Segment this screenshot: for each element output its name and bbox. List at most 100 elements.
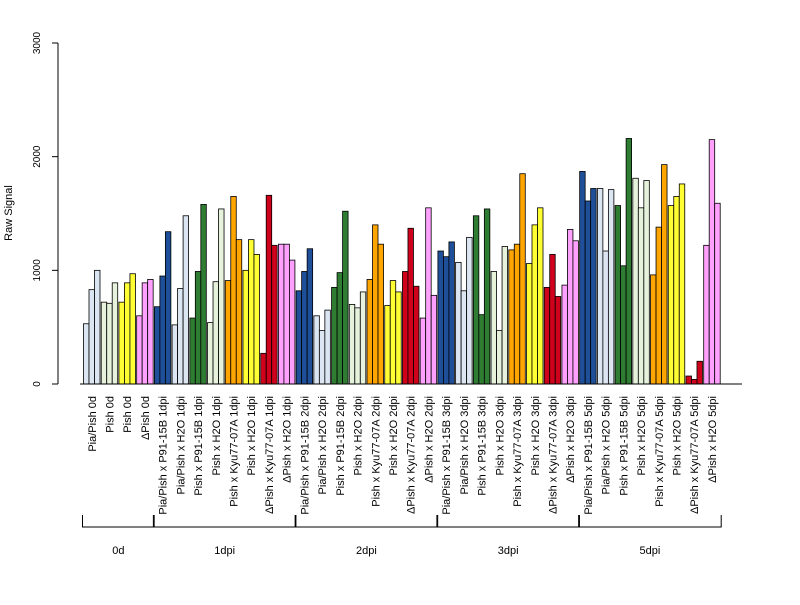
bar [685,375,692,385]
bar [696,360,703,385]
x-tick-label: Pish x H2O 3dpi [494,396,506,475]
bar [637,207,645,385]
bar [212,281,219,385]
group-brackets-layer: 0d 1dpi 2dpi 3dpi 5dpi [82,515,722,557]
x-tick-label: Pish 0d [104,396,116,433]
y-axis-label: Raw Signal [3,185,15,241]
x-tick-label: Pish x H2O 2dpi [388,396,400,475]
bar [301,271,308,385]
x-tick-label: ΔPish x Kyu77-07A 3dpi [547,396,559,514]
bar [483,208,491,385]
bar [118,301,125,385]
x-tick-label: Pish x Kyu77-07A 3dpi [512,396,524,507]
bar [283,243,290,385]
x-tick-label: Pish x P91-15B 5dpi [618,396,630,496]
x-tick-label: Pish x H2O 1dpi [246,396,258,475]
x-tick-label: ΔPish x H2O 5dpi [707,396,719,483]
bar [526,263,533,385]
bar [235,239,243,385]
bar [561,284,568,385]
x-tick-label: Pia/Pish 0d [87,396,99,452]
y-tick-label: 2000 [32,145,43,168]
bar [703,244,710,385]
bar [260,352,267,385]
group-bracket [82,515,155,528]
x-tick-label: ΔPish x Kyu77-07A 2dpi [406,396,418,514]
bar [430,294,438,385]
bar [342,210,349,385]
x-tick-label: Pish x P91-15B 1dpi [193,396,205,496]
bar [354,307,361,385]
x-labels-layer: Pia/Pish 0d Pish 0d Pish 0d ΔPish 0d Pia/Pis… [87,396,719,515]
group-bracket [294,515,439,528]
bar [318,330,326,385]
y-tick-label: 0 [32,381,43,387]
bar [407,227,414,385]
x-tick-label: ΔPish x Kyu77-07A 1dpi [264,396,276,514]
group-bracket [578,515,722,528]
x-tick-label: Pish 0d [122,396,134,433]
bar [88,289,95,385]
bar [448,241,455,385]
bar [207,322,214,385]
bar [543,286,551,385]
bar [584,200,592,385]
x-tick-label: ΔPish x H2O 1dpi [282,396,294,483]
bar [531,224,538,385]
bar [295,290,303,385]
bar [389,280,397,385]
x-tick-label: Pish x Kyu77-07A 2dpi [370,396,382,507]
axes-layer: 0 1000 2000 3000 [32,31,742,387]
bar [413,285,420,385]
bar [419,317,427,385]
bar [508,249,515,385]
bar [714,202,721,385]
bar [136,315,143,385]
bar [643,180,650,385]
bar [607,189,615,385]
y-tick-label: 1000 [32,259,43,282]
x-tick-label: Pia/Pish x H2O 3dpi [459,396,471,494]
bar [567,229,574,385]
bar [265,194,273,385]
bar [625,138,632,385]
group-bracket [152,515,297,528]
x-tick-label: ΔPish 0d [140,396,152,440]
bar [348,304,356,385]
x-tick-label: Pia/Pish x P91-15B 3dpi [441,396,453,515]
bar [620,265,627,385]
bar [650,274,657,385]
x-tick-label: Pish x H2O 3dpi [530,396,542,475]
group-label: 1dpi [214,545,235,557]
bar [466,236,473,385]
x-tick-label: ΔPish x H2O 2dpi [423,396,435,483]
bar [94,269,101,385]
bar [289,259,296,385]
x-tick-label: Pia/Pish x H2O 2dpi [317,396,329,494]
bar [153,306,161,385]
bar [189,317,196,385]
bar [200,204,207,385]
x-tick-label: Pish x H2O 5dpi [672,396,684,475]
bar [554,296,562,385]
x-tick-label: Pish x Kyu77-07A 5dpi [654,396,666,507]
group-label: 0d [112,545,124,557]
bar [306,248,314,385]
group-bracket [436,515,580,528]
y-tick-label: 3000 [32,31,43,54]
bar [490,271,497,385]
bar [425,207,432,385]
bar [124,282,131,385]
bar [437,250,444,385]
bar [596,188,604,385]
bar [331,286,338,385]
x-tick-label: Pish x H2O 5dpi [636,396,648,475]
bar [460,290,468,385]
bar [147,279,154,385]
bar [171,324,179,385]
bar [218,208,225,385]
bar [501,246,508,385]
group-label: 2dpi [356,545,377,557]
bar [602,250,609,385]
